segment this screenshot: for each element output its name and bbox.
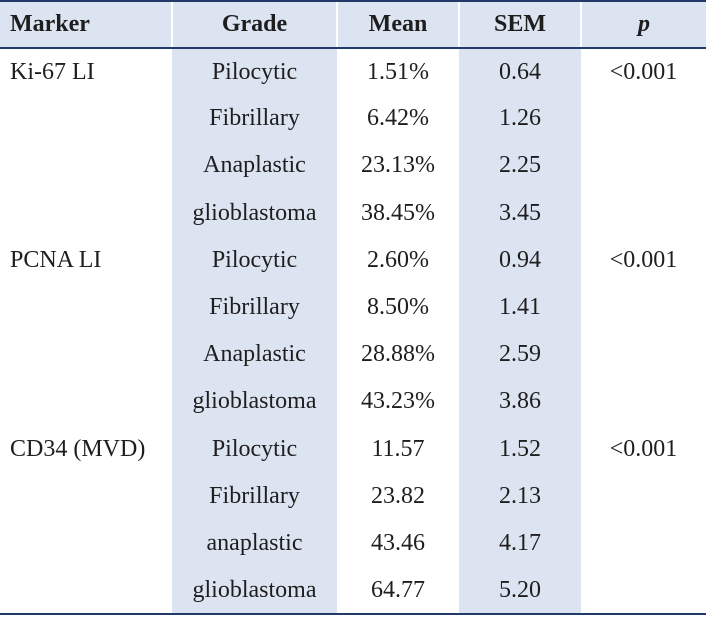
p-value-cell: <0.001 [609,58,678,85]
grade-cell: Pilocytic [172,236,337,284]
header-p-value: p [580,0,706,49]
grade-cell: Pilocytic [172,425,337,473]
mean-cell: 2.60% [367,246,429,273]
marker-cell: PCNA LI [10,246,102,273]
grade-cell: glioblastoma [172,189,337,237]
grade-cell: Anaplastic [172,331,337,379]
table-row: Anaplastic 23.13% 2.25 [0,142,706,190]
marker-cell [0,520,172,567]
marker-cell [0,95,172,142]
sem-cell: 5.20 [459,567,581,616]
marker-cell [0,567,172,616]
table-row: glioblastoma 38.45% 3.45 [0,189,706,237]
sem-cell: 3.45 [459,189,581,237]
grade-cell: anaplastic [172,519,337,568]
marker-cell: Ki-67 LI [10,58,95,85]
table-row: Fibrillary 8.50% 1.41 [0,283,706,332]
mean-cell: 1.51% [367,58,429,85]
marker-cell: CD34 (MVD) [10,435,146,462]
marker-cell [0,331,172,378]
marker-cell [0,378,172,425]
mean-cell: 64.77 [337,567,459,616]
sem-cell: 4.17 [459,519,581,568]
header-sem: SEM [458,0,581,49]
p-value-cell [581,331,706,378]
grade-cell: Anaplastic [172,142,337,190]
sem-cell: 2.59 [459,331,581,379]
p-value-cell [581,190,706,237]
table-row: Anaplastic 28.88% 2.59 [0,331,706,379]
table-row: Fibrillary 23.82 2.13 [0,472,706,520]
table-row: glioblastoma 64.77 5.20 [0,567,706,616]
mean-cell: 6.42% [367,105,429,132]
marker-cell [0,473,172,520]
p-value-cell [581,142,706,189]
p-value-cell: <0.001 [609,246,678,273]
p-value-cell: <0.001 [609,435,678,462]
p-value-cell [581,284,706,331]
grade-cell: glioblastoma [172,567,337,616]
mean-cell: 23.82 [371,482,425,509]
grade-cell: Fibrillary [172,472,337,520]
mean-cell: 8.50% [367,294,429,321]
marker-cell [0,142,172,189]
sem-cell: 1.26 [459,95,581,143]
p-value-cell [581,567,706,616]
table-row: Fibrillary 6.42% 1.26 [0,95,706,143]
table-row: Ki-67 LI Pilocytic 1.51% 0.64 <0.001 [0,48,706,96]
header-mean: Mean [336,0,459,49]
mean-cell: 43.23% [361,388,435,415]
header-row: Marker Grade Mean SEM p [0,0,706,49]
table-row: glioblastoma 43.23% 3.86 [0,378,706,426]
grade-cell: Pilocytic [172,48,337,96]
sem-cell: 2.25 [459,142,581,190]
mean-cell: 23.13% [361,152,435,179]
sem-cell: 1.52 [459,425,581,473]
table-row: anaplastic 43.46 4.17 [0,519,706,568]
p-value-cell [581,473,706,520]
marker-cell [0,190,172,237]
table-row: PCNA LI Pilocytic 2.60% 0.94 <0.001 [0,236,706,284]
sem-cell: 1.41 [459,283,581,332]
header-marker: Marker [0,0,172,49]
p-value-cell [581,95,706,142]
mean-cell: 38.45% [361,199,435,226]
table-body: Ki-67 LI Pilocytic 1.51% 0.64 <0.001 Fibrilla… [0,48,706,616]
p-value-cell [581,378,706,425]
mean-cell: 11.57 [371,435,425,462]
mean-cell: 28.88% [361,341,435,368]
table-row: CD34 (MVD) Pilocytic 11.57 1.52 <0.001 [0,425,706,473]
grade-cell: glioblastoma [172,378,337,426]
mean-cell: 43.46 [371,529,425,556]
sem-cell: 2.13 [459,472,581,520]
sem-cell: 3.86 [459,378,581,426]
marker-cell [0,284,172,331]
grade-cell: Fibrillary [172,283,337,332]
grade-cell: Fibrillary [172,95,337,143]
p-value-cell [581,520,706,567]
sem-cell: 0.64 [459,48,581,96]
header-grade: Grade [171,0,337,49]
sem-cell: 0.94 [459,236,581,284]
